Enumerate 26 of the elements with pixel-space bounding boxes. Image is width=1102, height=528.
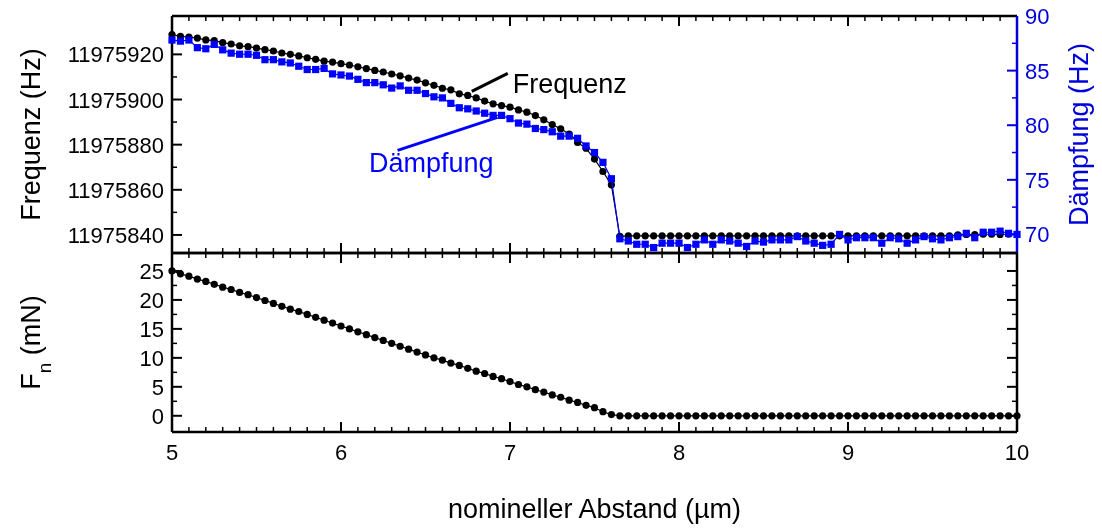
- x-axis-title: nomineller Abstand (µm): [447, 494, 742, 524]
- x-tick-label: 9: [841, 440, 855, 465]
- y-axis-title: Frequenz (Hz): [16, 48, 46, 221]
- y-tick-label: 5: [151, 374, 164, 400]
- y2-tick-label: 85: [1025, 58, 1050, 84]
- y-tick-label: 25: [139, 258, 164, 284]
- y-tick-label: 11975880: [67, 132, 164, 158]
- y2-tick-label: 70: [1025, 222, 1050, 248]
- y-tick-label: 11975860: [67, 177, 164, 203]
- y-tick-label: 20: [139, 287, 164, 313]
- y2-tick-label: 80: [1025, 113, 1050, 139]
- y2-tick-label: 90: [1025, 4, 1050, 29]
- y-tick-label: 0: [151, 403, 164, 429]
- x-tick-label: 10: [1004, 440, 1030, 465]
- y2-axis-title: Dämpfung (Hz): [1064, 42, 1094, 227]
- y2-tick-label: 75: [1025, 167, 1050, 193]
- y-tick-label: 10: [139, 345, 164, 371]
- y-tick-label: 11975900: [67, 87, 164, 113]
- legend-label: Frequenz: [512, 69, 627, 100]
- x-tick-label: 6: [334, 440, 348, 465]
- y-tick-label: 15: [139, 316, 164, 342]
- y-tick-label: 11975840: [67, 222, 164, 248]
- series-label: Dämpfung: [368, 148, 494, 179]
- x-tick-label: 7: [503, 440, 517, 465]
- y-tick-label: 11975920: [67, 42, 164, 68]
- x-tick-label: 8: [672, 440, 686, 465]
